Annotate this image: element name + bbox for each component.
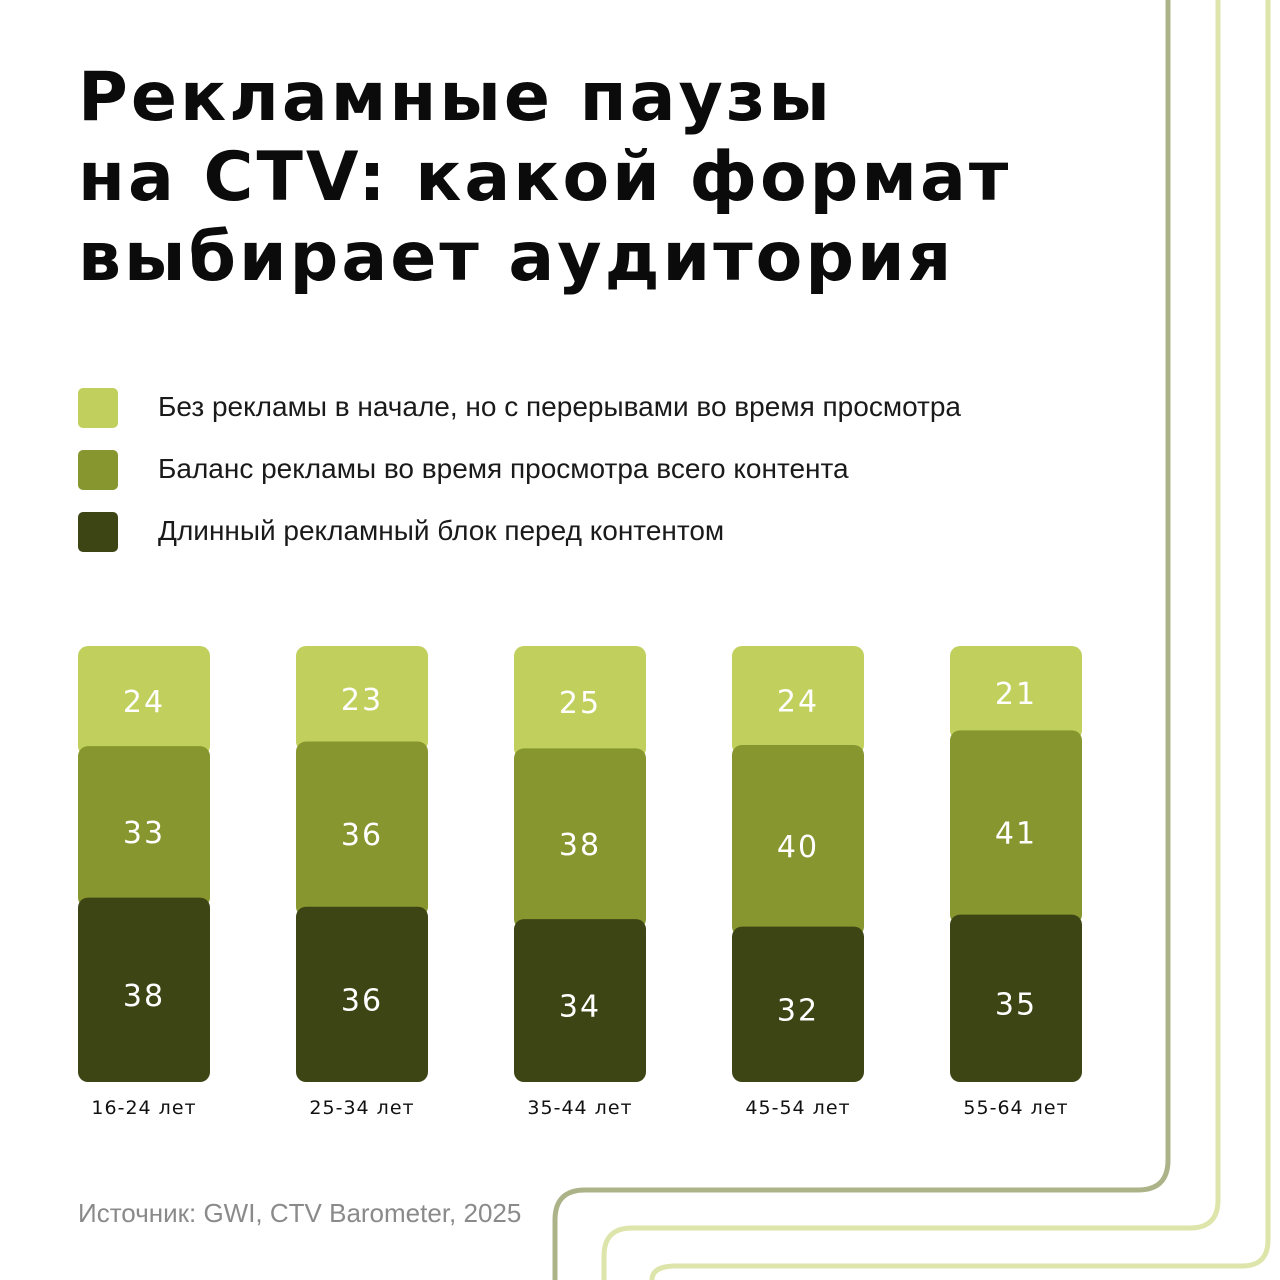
bar-segment-dark (732, 926, 864, 1082)
bar-segment-dark (296, 906, 428, 1082)
bar-segment-dark (514, 919, 646, 1082)
bar-group: 25 38 34 35-44 лет (514, 646, 646, 1119)
bar-group: 23 36 36 25-34 лет (296, 646, 428, 1119)
x-category-label: 35-44 лет (527, 1097, 632, 1119)
title-line-2: на CTV: какой формат (78, 138, 1012, 217)
bar-group: 24 33 38 16-24 лет (78, 646, 210, 1119)
bar-segment-light (78, 646, 210, 757)
bar-value-label: 32 (777, 993, 819, 1028)
bar-value-label: 24 (777, 685, 819, 720)
bar-value-label: 25 (559, 686, 601, 721)
bar-value-label: 40 (777, 830, 819, 865)
bar-segment-dark (78, 897, 210, 1082)
title-line-1: Рекламные паузы (78, 58, 833, 137)
bar-segment-light (950, 646, 1082, 741)
bar-value-label: 41 (995, 817, 1037, 852)
bar-value-label: 38 (123, 979, 165, 1014)
legend-label: Длинный рекламный блок перед контентом (158, 515, 725, 546)
bar-value-label: 24 (123, 685, 165, 720)
bar-segment-light (296, 646, 428, 752)
bar-group: 21 41 35 55-64 лет (950, 646, 1082, 1119)
bar-value-label: 38 (559, 828, 601, 863)
bar-value-label: 34 (559, 990, 601, 1025)
bar-segment-mid (950, 730, 1082, 925)
x-category-label: 25-34 лет (309, 1097, 414, 1119)
x-category-label: 55-64 лет (963, 1097, 1068, 1119)
bar-value-label: 23 (341, 683, 383, 718)
bar-group: 24 40 32 45-54 лет (732, 646, 864, 1119)
bar-value-label: 33 (123, 816, 165, 851)
bar-value-label: 21 (995, 677, 1037, 712)
source-note: Источник: GWI, CTV Barometer, 2025 (78, 1198, 522, 1228)
bar-value-label: 36 (341, 983, 383, 1018)
bar-segment-mid (296, 741, 428, 917)
bar-value-label: 36 (341, 818, 383, 853)
bar-segment-mid (732, 745, 864, 937)
page-title: Рекламные паузы на CTV: какой формат выб… (78, 58, 1138, 298)
bar-value-label: 35 (995, 987, 1037, 1022)
title-line-3: выбирает аудитория (78, 218, 955, 297)
bar-segment-dark (950, 914, 1082, 1082)
legend-label: Без рекламы в начале, но с перерывами во… (158, 391, 962, 422)
x-category-label: 45-54 лет (745, 1097, 850, 1119)
x-category-label: 16-24 лет (91, 1097, 196, 1119)
legend-swatch-light (78, 388, 118, 428)
bar-segment-mid (514, 748, 646, 930)
bar-segment-light (514, 646, 646, 759)
legend-swatch-mid (78, 450, 118, 490)
bar-segment-mid (78, 746, 210, 908)
bar-segment-light (732, 646, 864, 755)
legend-swatch-dark (78, 512, 118, 552)
legend-label: Баланс рекламы во время просмотра всего … (158, 453, 849, 484)
